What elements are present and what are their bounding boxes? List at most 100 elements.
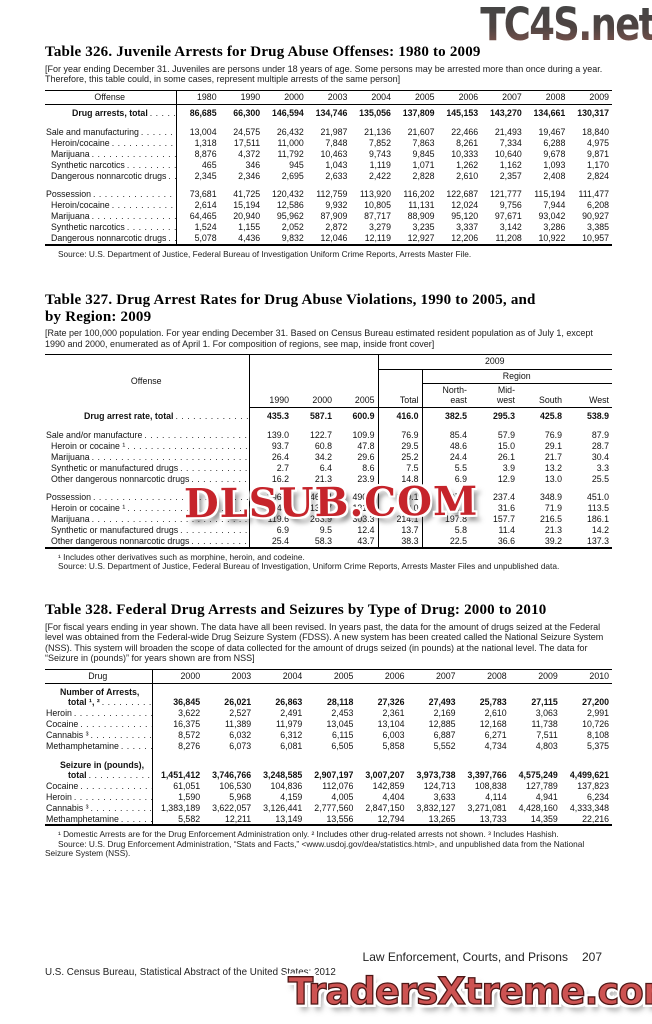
row-label: Methamphetamine. . . . . . . . . . . . .…: [45, 740, 153, 752]
cell-value: 3,279: [368, 222, 391, 232]
column-header-year: 2005: [305, 669, 357, 684]
cell-value: 57.9: [497, 429, 515, 440]
cell-value: 1,093: [543, 159, 566, 170]
watermark-tc4s-net: TC4S.net: [481, 0, 652, 51]
cell-value: 60.8: [314, 440, 332, 451]
cell-value: 11,131: [408, 200, 435, 210]
cell-value: 25.2: [377, 451, 422, 462]
cell-value: 2,824: [586, 170, 609, 181]
column-header-south: South: [518, 383, 565, 408]
cell-value: 3,142: [499, 222, 522, 232]
cell-value: 6,073: [229, 741, 252, 751]
table-328-note: [For fiscal years ending in year shown. …: [45, 621, 604, 664]
column-header-offense: Offense: [45, 90, 177, 105]
column-header-total: Total: [377, 383, 422, 408]
cell-value: 6,003: [382, 730, 405, 740]
cell-value: 111,477: [578, 189, 610, 199]
cell-value: 490.9: [352, 492, 375, 502]
cell-value: 2,408: [543, 170, 566, 181]
cell-value: 2,610: [484, 708, 507, 718]
cell-value: 21,987: [320, 126, 348, 137]
cell-value: 12,927: [407, 233, 435, 243]
cell-value: 93.7: [271, 440, 289, 451]
row-label: Sale and manufacturing. . . . . . . . . …: [45, 118, 177, 137]
cell-value: 134,746: [315, 108, 348, 118]
cell-value: 21,493: [494, 126, 522, 137]
table-row: Synthetic narcotics. . . . . . . . . . .…: [45, 221, 612, 233]
cell-value: 216.5: [539, 514, 562, 524]
cell-value: 13,265: [428, 813, 456, 824]
cell-value: 22.5: [421, 535, 470, 548]
cell-value: 7,863: [412, 137, 435, 148]
column-header-year: 1990: [219, 90, 264, 105]
table-row: Synthetic or manufactured drugs. . . . .…: [45, 524, 612, 536]
cell-value: 6.4: [319, 462, 332, 473]
cell-value: 8,572: [178, 730, 201, 740]
cell-value: 5,858: [382, 741, 405, 751]
table-326-note: [For year ending December 31. Juveniles …: [45, 63, 603, 85]
table-327-footnote: ¹ Includes other derivatives such as mor…: [58, 551, 305, 562]
column-header-year: 2005: [393, 90, 438, 105]
row-label: Dangerous nonnarcotic drugs. . . . . . .…: [45, 232, 177, 245]
cell-value: 6,288: [543, 137, 566, 148]
cell-value: 93,042: [538, 211, 566, 221]
cell-value: 9,756: [499, 200, 522, 210]
cell-value: 296.3: [266, 492, 289, 502]
cell-value: 9,743: [368, 148, 391, 159]
cell-value: 197.8: [421, 513, 470, 525]
row-label: Drug arrest rate, total. . . . . . . . .…: [45, 407, 250, 422]
table-row: Drug arrests, total. . . . . . . . . . .…: [45, 104, 612, 119]
cell-value: 139.0: [266, 429, 289, 440]
column-header-year: 2006: [356, 669, 408, 684]
cell-value: 12.9: [497, 473, 515, 484]
column-header-year: 2003: [203, 669, 255, 684]
cell-value: 3,622: [178, 708, 201, 718]
cell-value: 87,717: [364, 211, 391, 221]
row-label: Heroin. . . . . . . . . . . . . . . . . …: [45, 791, 153, 802]
cell-value: 12,119: [364, 233, 391, 243]
cell-value: 10,726: [582, 719, 609, 729]
cell-value: 12,794: [377, 813, 405, 824]
table-row: Sale and manufacturing. . . . . . . . . …: [45, 118, 612, 137]
column-header-year: 2007: [407, 669, 459, 684]
cell-value: 5,375: [586, 741, 609, 751]
cell-value: 9.5: [319, 525, 332, 535]
cell-value: 21,607: [407, 126, 435, 137]
column-header-year: 2008: [524, 90, 569, 105]
cell-value: 26.1: [497, 451, 515, 462]
cell-value: 88,909: [407, 211, 435, 221]
cell-value: 2,847,150: [365, 802, 405, 813]
column-header-year: 2005: [335, 383, 378, 408]
cell-value: 1,383,189: [160, 802, 201, 813]
cell-value: 11,000: [277, 137, 304, 148]
row-label: Seizure in (pounds), total. . . . . . . .…: [45, 751, 153, 780]
cell-value: 12,586: [276, 200, 304, 210]
cell-value: 145,153: [446, 108, 479, 118]
cell-value: 4,803: [535, 741, 558, 751]
table-327-title: Table 327. Drug Arrest Rates for Drug Ab…: [45, 292, 612, 325]
table-row: Heroin or cocaine ¹. . . . . . . . . . .…: [45, 440, 612, 451]
cell-value: 9,932: [325, 200, 348, 210]
cell-value: 15.0: [497, 440, 515, 451]
cell-value: 3.3: [596, 462, 609, 473]
cell-value: 137,809: [402, 108, 435, 118]
cell-value: 14.2: [591, 525, 609, 535]
table-327-body: Drug arrest rate, total. . . . . . . . .…: [45, 407, 612, 548]
column-header-year: 2000: [263, 90, 307, 105]
cell-value: 2,052: [281, 222, 304, 232]
cell-value: 157.7: [492, 514, 515, 524]
header-spacer: [249, 355, 378, 370]
table-row: Seizure in (pounds), total. . . . . . . .…: [45, 751, 612, 780]
cell-value: 26,863: [275, 697, 303, 707]
row-label: Number of Arrests, total ¹, ². . . . . . …: [45, 683, 153, 708]
cell-value: 4,005: [331, 791, 354, 802]
cell-value: 73.0: [377, 502, 422, 514]
row-label: Possession. . . . . . . . . . . . . . . …: [45, 181, 177, 200]
cell-value: 26,021: [224, 697, 252, 707]
cell-value: 6,032: [229, 730, 252, 740]
header-spacer: [249, 369, 378, 384]
cell-value: 11,792: [277, 148, 304, 159]
header-spacer-total: [377, 369, 422, 384]
cell-value: 465: [201, 159, 217, 170]
cell-value: 13,045: [326, 719, 354, 729]
